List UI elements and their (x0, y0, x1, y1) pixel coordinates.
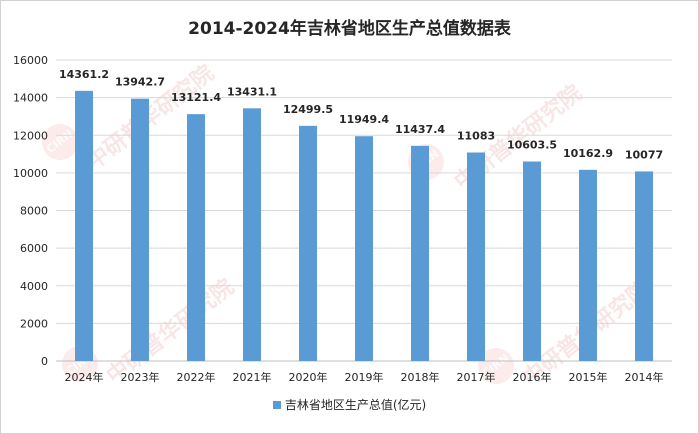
data-label: 13431.1 (227, 85, 277, 98)
data-label: 11437.4 (395, 123, 445, 136)
x-tick-label: 2021年 (233, 370, 272, 384)
y-tick-label: 0 (41, 355, 48, 368)
bar (579, 169, 597, 361)
x-tick-label: 2022年 (177, 370, 216, 384)
y-tick-label: 14000 (13, 92, 48, 105)
bar (411, 145, 429, 361)
bar (635, 171, 653, 361)
data-label: 11949.4 (339, 113, 389, 126)
y-tick-label: 16000 (13, 54, 48, 67)
bar (243, 108, 261, 362)
y-tick-label: 10000 (13, 167, 48, 180)
data-label: 13942.7 (115, 76, 165, 89)
y-tick-label: 4000 (20, 280, 48, 293)
x-tick-label: 2015年 (569, 370, 608, 384)
y-tick-label: 8000 (20, 205, 48, 218)
legend: 吉林省地区生产总值(亿元) (0, 396, 699, 413)
x-tick-label: 2020年 (289, 370, 328, 384)
bar (523, 161, 541, 361)
bar (299, 125, 317, 362)
chart-title: 2014-2024年吉林省地区生产总值数据表 (188, 19, 511, 39)
x-tick-label: 2017年 (457, 370, 496, 384)
data-label: 11083 (457, 130, 495, 143)
x-tick-label: 2024年 (65, 370, 104, 384)
bar (131, 98, 149, 362)
data-label: 10077 (625, 148, 663, 161)
x-tick-label: 2019年 (345, 370, 384, 384)
legend-label: 吉林省地区生产总值(亿元) (284, 398, 427, 412)
data-label: 12499.5 (283, 103, 333, 116)
y-tick-label: 2000 (20, 317, 48, 330)
x-tick-label: 2023年 (121, 370, 160, 384)
data-label: 13121.4 (171, 91, 221, 104)
bar (75, 90, 93, 361)
y-tick-label: 12000 (13, 129, 48, 142)
data-label: 10603.5 (507, 139, 557, 152)
data-label: 10162.9 (563, 147, 613, 160)
x-tick-label: 2018年 (401, 370, 440, 384)
y-tick-label: 6000 (20, 242, 48, 255)
bar (187, 114, 205, 362)
bar (355, 136, 373, 361)
x-tick-label: 2016年 (513, 370, 552, 384)
bar (467, 152, 485, 361)
data-label: 14361.2 (59, 68, 109, 81)
x-tick-label: 2014年 (625, 370, 664, 384)
legend-swatch (272, 401, 281, 409)
